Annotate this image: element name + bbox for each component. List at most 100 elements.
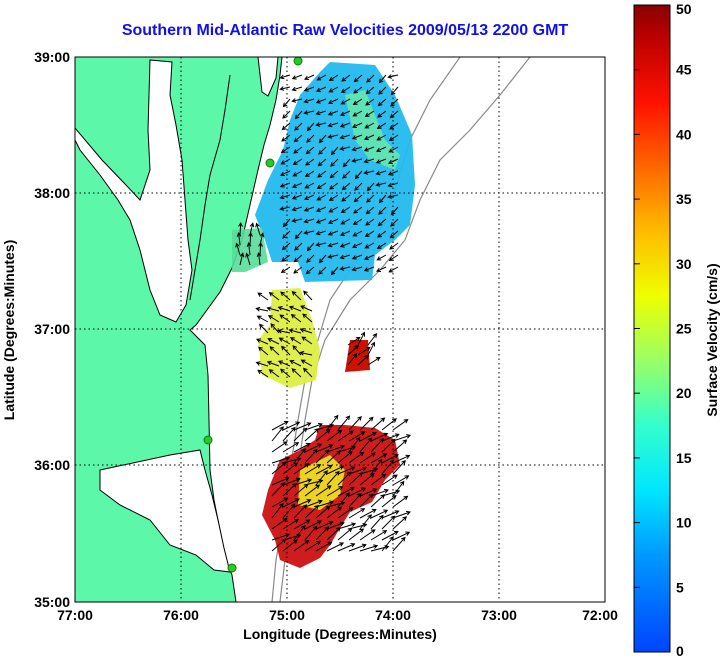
velocity-arrow (271, 420, 289, 431)
colorbar-tick-45: 45 (676, 62, 692, 78)
velocity-arrow (370, 432, 389, 442)
velocity-arrow (267, 315, 280, 323)
velocity-arrow (304, 484, 321, 497)
velocity-arrow (277, 360, 291, 367)
velocity-arrow (337, 471, 352, 486)
velocity-arrow (378, 194, 387, 204)
velocity-field-central (258, 288, 320, 388)
velocity-arrow (279, 74, 291, 80)
velocity-arrow (271, 517, 288, 530)
velocity-arrow (352, 110, 363, 117)
velocity-arrow (291, 290, 302, 301)
velocity-arrow (315, 541, 333, 552)
velocity-arrow (258, 346, 269, 356)
y-tick-labels: 39:00 38:00 37:00 36:00 35:00 (34, 49, 70, 610)
velocity-arrow (363, 254, 375, 260)
colorbar-tick-35: 35 (676, 191, 692, 207)
velocity-arrow (341, 182, 351, 191)
velocity-arrow (347, 336, 361, 346)
velocity-arrow (279, 182, 291, 188)
velocity-arrow (315, 520, 334, 530)
velocity-arrow (303, 110, 315, 115)
velocity-arrow (305, 266, 315, 275)
velocity-arrow (348, 528, 365, 541)
velocity-arrow (303, 74, 315, 80)
velocity-arrow (377, 230, 387, 238)
velocity-arrow (318, 254, 327, 264)
velocity-arrow (302, 367, 313, 378)
velocity-arrow (359, 416, 374, 431)
velocity-arrow (378, 206, 387, 215)
velocity-arrow (363, 170, 375, 175)
velocity-arrow (291, 86, 303, 92)
velocity-arrow (337, 492, 350, 508)
x-tick-labels: 77:00 76:00 75:00 74:00 73:00 72:00 (57, 607, 618, 623)
velocity-arrow (326, 414, 339, 431)
velocity-arrow (282, 518, 300, 530)
velocity-arrow (315, 449, 330, 464)
velocity-arrow (248, 231, 253, 246)
velocity-arrow (305, 158, 315, 166)
velocity-arrow (268, 369, 280, 378)
velocity-arrow (279, 86, 291, 91)
velocity-arrow (330, 158, 339, 167)
velocity-arrow (326, 429, 343, 442)
velocity-arrow (293, 498, 312, 508)
velocity-arrow (377, 110, 387, 118)
velocity-arrow (357, 354, 370, 366)
velocity-arrow (293, 539, 310, 552)
velocity-arrow (291, 98, 303, 103)
velocity-arrow (316, 182, 327, 190)
velocity-arrow (304, 499, 323, 508)
plot-frame (74, 56, 606, 603)
velocity-arrow (330, 146, 339, 156)
velocity-arrow (300, 305, 313, 312)
velocity-arrow (326, 521, 345, 530)
velocity-arrow (303, 206, 315, 212)
colorbar (633, 4, 671, 653)
velocity-arrow (348, 466, 367, 475)
velocity-arrow (351, 122, 363, 128)
x-tick-1: 76:00 (163, 607, 199, 623)
velocity-arrow (389, 242, 399, 250)
y-axis-label: Latitude (Degrees:Minutes) (1, 240, 17, 420)
velocity-arrow (375, 182, 387, 187)
velocity-arrow (306, 122, 315, 132)
velocity-arrow (376, 254, 387, 261)
velocity-arrow (300, 359, 313, 367)
velocity-arrow (388, 134, 399, 142)
velocity-arrow (316, 74, 327, 81)
velocity-arrow (378, 74, 387, 84)
velocity-arrow (271, 497, 289, 508)
velocity-arrow (282, 539, 298, 552)
velocity-arrow (326, 444, 345, 453)
velocity-arrow (370, 453, 388, 464)
velocity-arrow (340, 86, 351, 94)
velocity-arrow (280, 158, 291, 165)
velocity-arrow (279, 170, 291, 176)
velocity-arrow (366, 182, 375, 192)
velocity-arrow (339, 110, 351, 116)
velocity-arrow (357, 346, 371, 356)
velocity-arrow (293, 448, 306, 464)
velocity-arrow (271, 456, 291, 464)
velocity-arrow (363, 134, 375, 140)
velocity-arrow (317, 158, 327, 167)
velocity-arrow (258, 241, 263, 256)
velocity-arrow (315, 122, 327, 127)
velocity-arrow (339, 242, 351, 248)
velocity-arrow (326, 506, 343, 519)
velocity-arrow (303, 290, 313, 301)
velocity-arrow (315, 444, 334, 453)
velocity-arrow (381, 418, 397, 431)
velocity-arrow (339, 266, 351, 271)
velocity-arrow (315, 110, 327, 116)
velocity-arrow (366, 194, 375, 203)
velocity-arrow (327, 254, 339, 259)
velocity-arrow (328, 206, 339, 213)
velocity-arrow (269, 346, 280, 356)
velocity-arrow (337, 542, 356, 552)
velocity-arrow (293, 442, 311, 453)
velocity-arrow (315, 230, 327, 236)
velocity-arrow (388, 146, 399, 153)
